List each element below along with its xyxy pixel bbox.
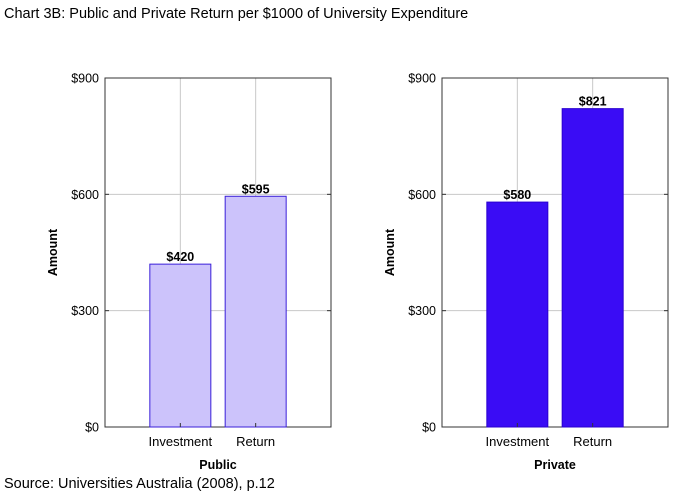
chart2-plot-frame bbox=[441, 77, 669, 428]
chart2-data-label: $580 bbox=[503, 188, 531, 202]
chart1-bar-return bbox=[224, 195, 287, 428]
chart1-y-tick-label: $600 bbox=[71, 188, 99, 202]
chart2-y-tick-label: $300 bbox=[408, 304, 436, 318]
chart2-bar-investment bbox=[486, 201, 549, 428]
chart1-bar-investment bbox=[149, 263, 212, 428]
chart2-y-tick-label: $0 bbox=[422, 421, 436, 435]
chart2-y-tick-label: $900 bbox=[408, 72, 436, 86]
chart1-y-tick-label: $300 bbox=[71, 304, 99, 318]
chart1-y-axis-label: Amount bbox=[46, 228, 60, 276]
chart2-x-tick-label: Return bbox=[573, 434, 612, 449]
chart1-data-label: $595 bbox=[242, 182, 270, 196]
chart2-x-axis-label: Private bbox=[534, 458, 576, 472]
chart1-data-label: $420 bbox=[166, 250, 194, 264]
chart1-x-axis-label: Public bbox=[199, 458, 237, 472]
source-note: Source: Universities Australia (2008), p… bbox=[4, 476, 275, 492]
chart1-y-tick-label: $0 bbox=[85, 421, 99, 435]
chart1-plot-frame bbox=[104, 77, 332, 428]
chart2-y-tick-label: $600 bbox=[408, 188, 436, 202]
chart-title: Chart 3B: Public and Private Return per … bbox=[4, 6, 469, 22]
chart2-bar-return bbox=[561, 108, 624, 428]
chart1-y-tick-label: $900 bbox=[71, 72, 99, 86]
chart2-x-tick-label: Investment bbox=[486, 434, 550, 449]
chart2-y-axis-label: Amount bbox=[383, 228, 397, 276]
chart2-data-label: $821 bbox=[579, 95, 607, 109]
chart1-x-tick-label: Investment bbox=[149, 434, 213, 449]
chart1-x-tick-label: Return bbox=[236, 434, 275, 449]
